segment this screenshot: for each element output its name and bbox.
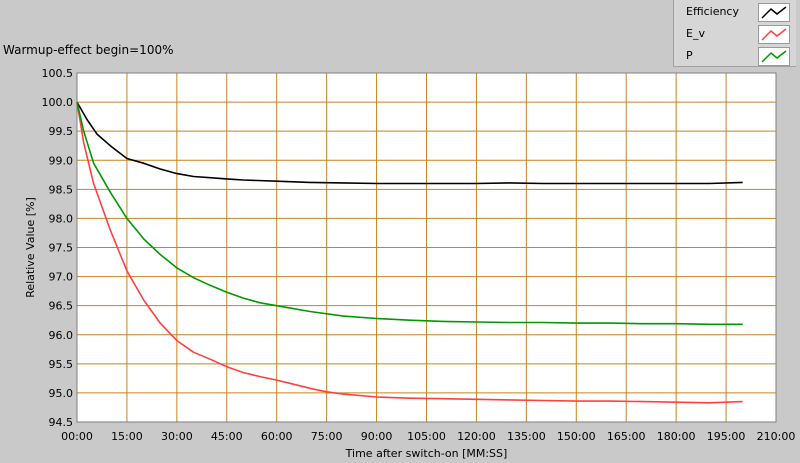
y-tick-label: 96.0	[49, 329, 74, 342]
y-tick-label: 99.5	[49, 125, 74, 138]
y-tick-label: 100.0	[42, 96, 74, 109]
legend-swatch-ev	[758, 25, 790, 44]
x-tick-label: 45:00	[211, 430, 243, 443]
y-tick-label: 95.0	[49, 387, 74, 400]
legend-label-ev: E_v	[686, 27, 705, 40]
ev-line	[76, 101, 743, 404]
legend-item-efficiency[interactable]: Efficiency	[674, 1, 796, 23]
y-tick-label: 94.5	[49, 416, 74, 429]
legend-line-p-icon	[761, 50, 787, 63]
x-tick-label: 00:00	[61, 430, 93, 443]
legend: Efficiency E_v P	[673, 0, 796, 67]
legend-swatch-efficiency	[758, 3, 790, 22]
y-tick-label: 97.0	[49, 271, 74, 284]
x-tick-label: 120:00	[457, 430, 496, 443]
y-tick-label: 100.5	[42, 67, 74, 80]
x-tick-label: 90:00	[361, 430, 393, 443]
y-tick-label: 96.5	[49, 300, 74, 313]
legend-line-efficiency-icon	[761, 6, 787, 19]
plot-border	[76, 72, 777, 423]
x-tick-label: 60:00	[261, 430, 293, 443]
x-tick-label: 15:00	[111, 430, 143, 443]
legend-item-ev[interactable]: E_v	[674, 23, 796, 45]
legend-item-p[interactable]: P	[674, 45, 796, 67]
legend-line-ev-icon	[761, 28, 787, 41]
x-tick-label: 30:00	[161, 430, 193, 443]
y-tick-label: 99.0	[49, 154, 74, 167]
x-axis-label: Time after switch-on [MM:SS]	[345, 447, 508, 460]
p-line	[76, 101, 743, 326]
legend-label-p: P	[686, 49, 693, 62]
y-axis-label: Relative Value [%]	[24, 197, 37, 298]
legend-swatch-p	[758, 47, 790, 66]
x-tick-label: 135:00	[507, 430, 546, 443]
x-tick-label: 165:00	[607, 430, 646, 443]
efficiency-line	[76, 101, 743, 185]
y-tick-label: 98.5	[49, 183, 74, 196]
x-tick-label: 75:00	[311, 430, 343, 443]
y-tick-label: 95.5	[49, 358, 74, 371]
legend-label-efficiency: Efficiency	[686, 5, 739, 18]
x-tick-label: 150:00	[557, 430, 596, 443]
chart-title: Warmup-effect begin=100%	[3, 43, 174, 57]
y-tick-label: 97.5	[49, 242, 74, 255]
y-tick-label: 98.0	[49, 212, 74, 225]
x-tick-label: 210:00	[757, 430, 796, 443]
x-tick-label: 195:00	[707, 430, 746, 443]
x-tick-label: 105:00	[407, 430, 446, 443]
x-tick-label: 180:00	[657, 430, 696, 443]
